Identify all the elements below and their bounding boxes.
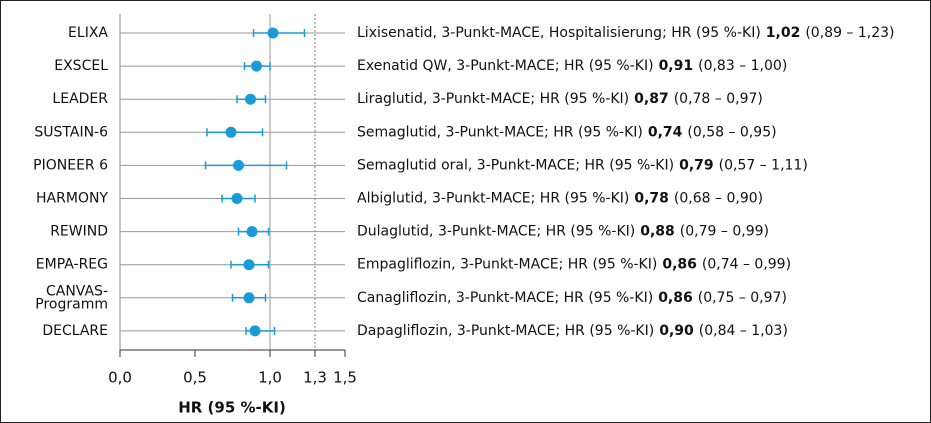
ci-label: (0,78 – 0,97)	[674, 91, 763, 107]
row-description: Dapagliflozin, 3-Punkt-MACE; HR (95 %-KI…	[357, 323, 788, 339]
row-description: Exenatid QW, 3-Punkt-MACE; HR (95 %-KI) 0…	[357, 58, 787, 74]
hr-point	[233, 159, 244, 171]
description-text: Liraglutid, 3-Punkt-MACE; HR (95 %-KI)	[357, 91, 629, 107]
ci-label: (0,58 – 0,95)	[687, 124, 776, 140]
category-label: HARMONY	[36, 191, 108, 207]
ci-label: (0,75 – 0,97)	[698, 290, 787, 306]
x-tick-label: 1,5	[333, 369, 357, 387]
hr-value-label: 0,86	[662, 257, 697, 273]
ci-label: (0,74 – 0,99)	[702, 257, 791, 273]
description-text: Dapagliflozin, 3-Punkt-MACE; HR (95 %-KI…	[357, 323, 654, 339]
description-text: Exenatid QW, 3-Punkt-MACE; HR (95 %-KI)	[357, 58, 654, 74]
description-text: Semaglutid oral, 3-Punkt-MACE; HR (95 %-…	[357, 157, 674, 173]
x-tick-label: 1,0	[258, 369, 282, 387]
ci-label: (0,89 – 1,23)	[805, 25, 894, 41]
hr-value-label: 0,74	[648, 124, 683, 140]
description-text: Dulaglutid, 3-Punkt-MACE; HR (95 %-KI)	[357, 224, 635, 240]
category-label: REWIND	[50, 224, 108, 240]
description-text: Semaglutid, 3-Punkt-MACE; HR (95 %-KI)	[357, 124, 643, 140]
x-tick-label: 0,5	[183, 369, 207, 387]
hr-value-label: 0,91	[659, 58, 694, 74]
hr-point	[249, 325, 261, 337]
hr-point	[267, 27, 279, 39]
category-label: DECLARE	[42, 323, 108, 339]
row-description: Empagliflozin, 3-Punkt-MACE; HR (95 %-KI…	[357, 257, 791, 273]
hr-value-label: 0,90	[659, 323, 694, 339]
description-text: Empagliflozin, 3-Punkt-MACE; HR (95 %-KI…	[357, 257, 657, 273]
hr-value-label: 0,88	[640, 224, 675, 240]
hr-point	[225, 126, 237, 138]
category-label: SUSTAIN-6	[34, 124, 108, 140]
hr-point	[243, 292, 255, 304]
category-label: PIONEER 6	[33, 157, 108, 173]
category-label: EXSCEL	[54, 58, 108, 74]
row-description: Canagliflozin, 3-Punkt-MACE; HR (95 %-KI…	[357, 290, 787, 306]
description-text: Lixisenatid, 3-Punkt-MACE, Hospitalisier…	[357, 25, 761, 41]
ci-label: (0,57 – 1,11)	[719, 157, 808, 173]
row-description: Lixisenatid, 3-Punkt-MACE, Hospitalisier…	[357, 25, 895, 41]
category-label: LEADER	[52, 91, 108, 107]
description-text: Canagliflozin, 3-Punkt-MACE; HR (95 %-KI…	[357, 290, 653, 306]
description-text: Albiglutid, 3-Punkt-MACE; HR (95 %-KI)	[357, 191, 629, 207]
hr-value-label: 0,86	[658, 290, 693, 306]
hr-value-label: 1,02	[766, 25, 801, 41]
x-tick-label: 0,0	[108, 369, 132, 387]
hr-point	[251, 60, 262, 72]
ci-label: (0,79 – 0,99)	[680, 224, 769, 240]
hr-value-label: 0,87	[634, 91, 669, 107]
ci-label: (0,68 – 0,90)	[674, 191, 763, 207]
hr-point	[231, 193, 243, 204]
row-description: Liraglutid, 3-Punkt-MACE; HR (95 %-KI) 0,…	[357, 91, 763, 107]
hr-value-label: 0,79	[679, 157, 714, 173]
x-axis-label: HR (95 %-KI)	[178, 399, 286, 417]
hr-point	[246, 226, 258, 238]
hr-value-label: 0,78	[634, 191, 669, 207]
hr-point	[243, 259, 255, 271]
ci-label: (0,84 – 1,03)	[699, 323, 788, 339]
row-description: Dulaglutid, 3-Punkt-MACE; HR (95 %-KI) 0,…	[357, 224, 769, 240]
row-description: Semaglutid oral, 3-Punkt-MACE; HR (95 %-…	[357, 157, 808, 173]
hr-point	[245, 93, 256, 105]
x-tick-label: 1,3	[303, 369, 327, 387]
row-description: Albiglutid, 3-Punkt-MACE; HR (95 %-KI) 0,…	[357, 191, 763, 207]
category-label: ELIXA	[68, 25, 108, 41]
category-label: CANVAS-Programm	[35, 283, 108, 312]
row-description: Semaglutid, 3-Punkt-MACE; HR (95 %-KI) 0,…	[357, 124, 777, 140]
ci-label: (0,83 – 1,00)	[698, 58, 787, 74]
category-label: EMPA-REG	[36, 257, 108, 273]
